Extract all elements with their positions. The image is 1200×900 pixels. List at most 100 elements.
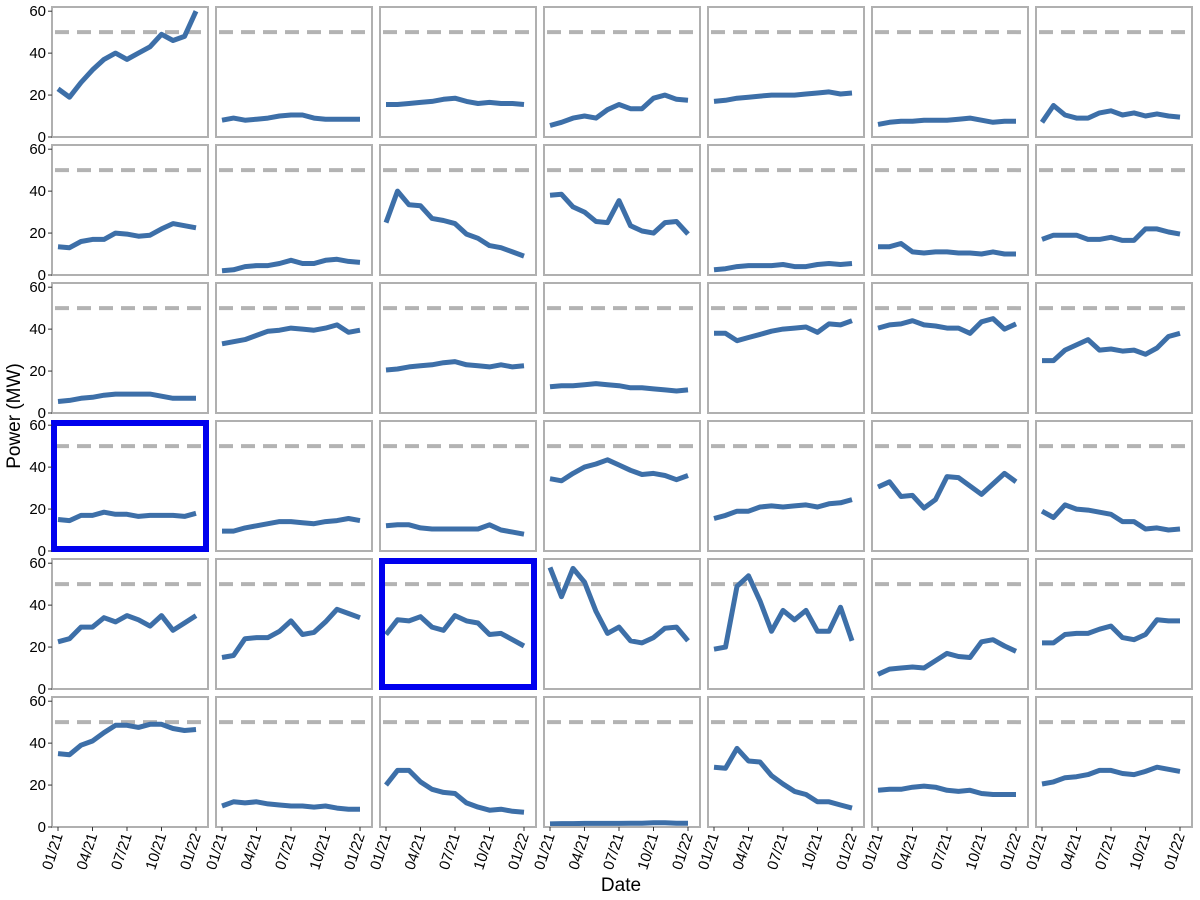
series-line: [713, 497, 853, 521]
x-tick-label: 04/21: [1058, 831, 1086, 872]
panel-border: [707, 696, 865, 828]
x-tick-label: 07/21: [1092, 831, 1120, 872]
series-line: [386, 95, 525, 107]
x-tick-label: 01/22: [833, 831, 861, 872]
panel-r4-c6: [1035, 558, 1193, 690]
panel-background: [52, 145, 208, 275]
panel-background: [1036, 697, 1192, 827]
panel-background: [380, 559, 536, 689]
panel-r1-c0: [51, 144, 209, 276]
x-tick-label: 01/21: [203, 831, 231, 872]
panel-r5-c4: [707, 696, 865, 828]
y-tick-label: 20: [29, 639, 46, 656]
x-tick-label: 10/21: [471, 831, 499, 872]
y-tick-label: 60: [29, 417, 46, 434]
panel-r4-c0: [51, 558, 209, 690]
x-tick-label: 01/21: [367, 831, 395, 872]
panel-r5-c5: [871, 696, 1029, 828]
x-tick-label: 01/22: [1161, 831, 1189, 872]
x-tick-label: 07/21: [764, 831, 792, 872]
panel-background: [708, 145, 864, 275]
panel-background: [708, 283, 864, 413]
panel-background: [872, 7, 1028, 137]
x-tick-label: 10/21: [307, 831, 335, 872]
series-line: [1039, 103, 1181, 124]
panel-r0-c3: [543, 6, 701, 138]
x-tick-label: 04/21: [402, 831, 430, 872]
series-line: [1042, 617, 1180, 646]
panel-r2-c2: [379, 282, 537, 414]
panel-border: [871, 420, 1029, 552]
series-line: [713, 573, 855, 652]
panel-border: [543, 282, 701, 414]
x-tick-label: 01/21: [531, 831, 559, 872]
panel-background: [1036, 145, 1192, 275]
panel-border: [871, 6, 1029, 138]
panel-r1-c5: [871, 144, 1029, 276]
series-line: [877, 115, 1016, 127]
panel-r3-c0: [51, 420, 209, 552]
x-tick-label: 01/22: [669, 831, 697, 872]
series-line: [221, 606, 361, 660]
series-line: [384, 767, 525, 815]
panel-border: [51, 558, 209, 690]
panel-r1-c2: [379, 144, 537, 276]
panel-r4-c2: [379, 558, 537, 690]
series-line: [549, 820, 688, 827]
panel-border: [379, 282, 537, 414]
x-tick-label: 10/21: [635, 831, 663, 872]
x-tick-label: 01/21: [859, 831, 887, 872]
x-tick-label: 07/21: [108, 831, 136, 872]
series-line: [221, 256, 361, 274]
highlight-box: [51, 420, 209, 552]
series-line: [57, 221, 197, 251]
series-line: [713, 261, 853, 273]
panel-border: [379, 144, 537, 276]
y-tick-label: 0: [38, 543, 46, 560]
panel-background: [708, 7, 864, 137]
panel-background: [544, 697, 700, 827]
x-tick-label: 07/21: [600, 831, 628, 872]
y-tick-label: 60: [29, 555, 46, 572]
x-tick-label: 04/21: [238, 831, 266, 872]
panel-background: [52, 7, 208, 137]
panel-background: [872, 421, 1028, 551]
series-line: [549, 191, 690, 236]
panel-border: [215, 144, 373, 276]
series-line: [57, 391, 196, 404]
panel-border: [871, 558, 1029, 690]
x-tick-label: 01/22: [177, 831, 205, 872]
x-tick-label: 04/21: [566, 831, 594, 872]
panel-border: [215, 282, 373, 414]
x-tick-label: 01/21: [1023, 831, 1051, 872]
panel-r2-c5: [871, 282, 1029, 414]
panel-border: [51, 696, 209, 828]
series-line: [57, 509, 197, 524]
panel-border: [543, 6, 701, 138]
panel-r4-c1: [215, 558, 373, 690]
panel-border: [543, 558, 701, 690]
panel-border: [215, 696, 373, 828]
series-line: [56, 10, 199, 100]
series-line: [713, 89, 853, 104]
y-tick-label: 40: [29, 183, 46, 200]
panel-border: [543, 696, 701, 828]
series-line: [222, 516, 361, 534]
panel-r3-c4: [707, 420, 865, 552]
y-tick-label: 0: [38, 405, 46, 422]
panel-border: [51, 144, 209, 276]
y-tick-label: 40: [29, 459, 46, 476]
series-line: [876, 637, 1018, 677]
panel-r2-c6: [1035, 282, 1193, 414]
panel-background: [52, 697, 208, 827]
panel-r3-c5: [871, 420, 1029, 552]
panel-background: [380, 145, 536, 275]
y-tick-label: 0: [38, 129, 46, 146]
panel-border: [51, 282, 209, 414]
y-tick-label: 40: [29, 45, 46, 62]
panel-r5-c0: [51, 696, 209, 828]
panel-background: [708, 559, 864, 689]
panel-r1-c3: [543, 144, 701, 276]
panel-background: [708, 421, 864, 551]
